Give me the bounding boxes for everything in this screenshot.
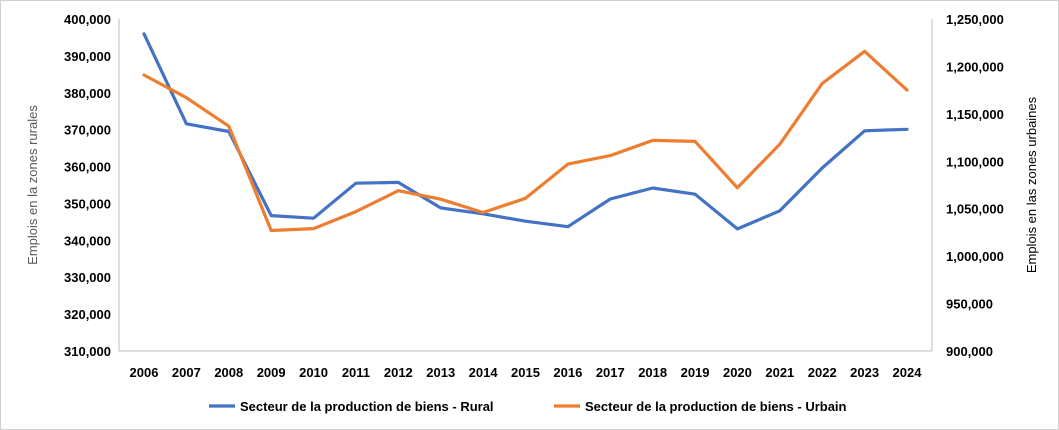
left-tick-label: 310,000: [64, 344, 111, 359]
x-tick-label: 2021: [765, 365, 794, 380]
x-tick-label: 2015: [511, 365, 540, 380]
x-tick-label: 2013: [426, 365, 455, 380]
legend-label: Secteur de la production de biens - Rura…: [240, 399, 494, 414]
right-tick-label: 1,150,000: [946, 107, 1004, 122]
x-tick-label: 2012: [384, 365, 413, 380]
left-tick-label: 400,000: [64, 12, 111, 27]
x-tick-label: 2009: [257, 365, 286, 380]
left-tick-label: 390,000: [64, 49, 111, 64]
x-tick-label: 2010: [299, 365, 328, 380]
right-tick-label: 900,000: [946, 344, 993, 359]
x-tick-label: 2017: [596, 365, 625, 380]
x-tick-label: 2006: [130, 365, 159, 380]
left-axis-title: Emplois en la zones rurales: [25, 105, 40, 265]
right-tick-label: 950,000: [946, 297, 993, 312]
x-tick-label: 2014: [469, 365, 499, 380]
series-line-rural: [142, 32, 909, 231]
right-tick-label: 1,250,000: [946, 12, 1004, 27]
x-tick-label: 2020: [723, 365, 752, 380]
left-tick-label: 330,000: [64, 270, 111, 285]
right-tick-label: 1,000,000: [946, 249, 1004, 264]
x-tick-label: 2008: [214, 365, 243, 380]
right-axis-title: Emplois en las zones urbaines: [1024, 96, 1039, 273]
x-tick-label: 2022: [808, 365, 837, 380]
left-tick-label: 360,000: [64, 160, 111, 175]
left-tick-label: 340,000: [64, 233, 111, 248]
right-tick-label: 1,200,000: [946, 59, 1004, 74]
right-tick-label: 1,100,000: [946, 154, 1004, 169]
left-tick-label: 350,000: [64, 196, 111, 211]
x-tick-label: 2024: [893, 365, 923, 380]
left-tick-label: 370,000: [64, 123, 111, 138]
x-tick-label: 2007: [172, 365, 201, 380]
x-tick-label: 2018: [638, 365, 667, 380]
x-tick-label: 2016: [553, 365, 582, 380]
left-tick-label: 380,000: [64, 86, 111, 101]
left-tick-label: 320,000: [64, 307, 111, 322]
x-tick-label: 2011: [342, 365, 370, 380]
series-line-urbain: [142, 49, 909, 233]
right-tick-label: 1,050,000: [946, 202, 1004, 217]
x-tick-label: 2023: [850, 365, 879, 380]
legend-label: Secteur de la production de biens - Urba…: [585, 399, 847, 414]
x-tick-label: 2019: [681, 365, 710, 380]
